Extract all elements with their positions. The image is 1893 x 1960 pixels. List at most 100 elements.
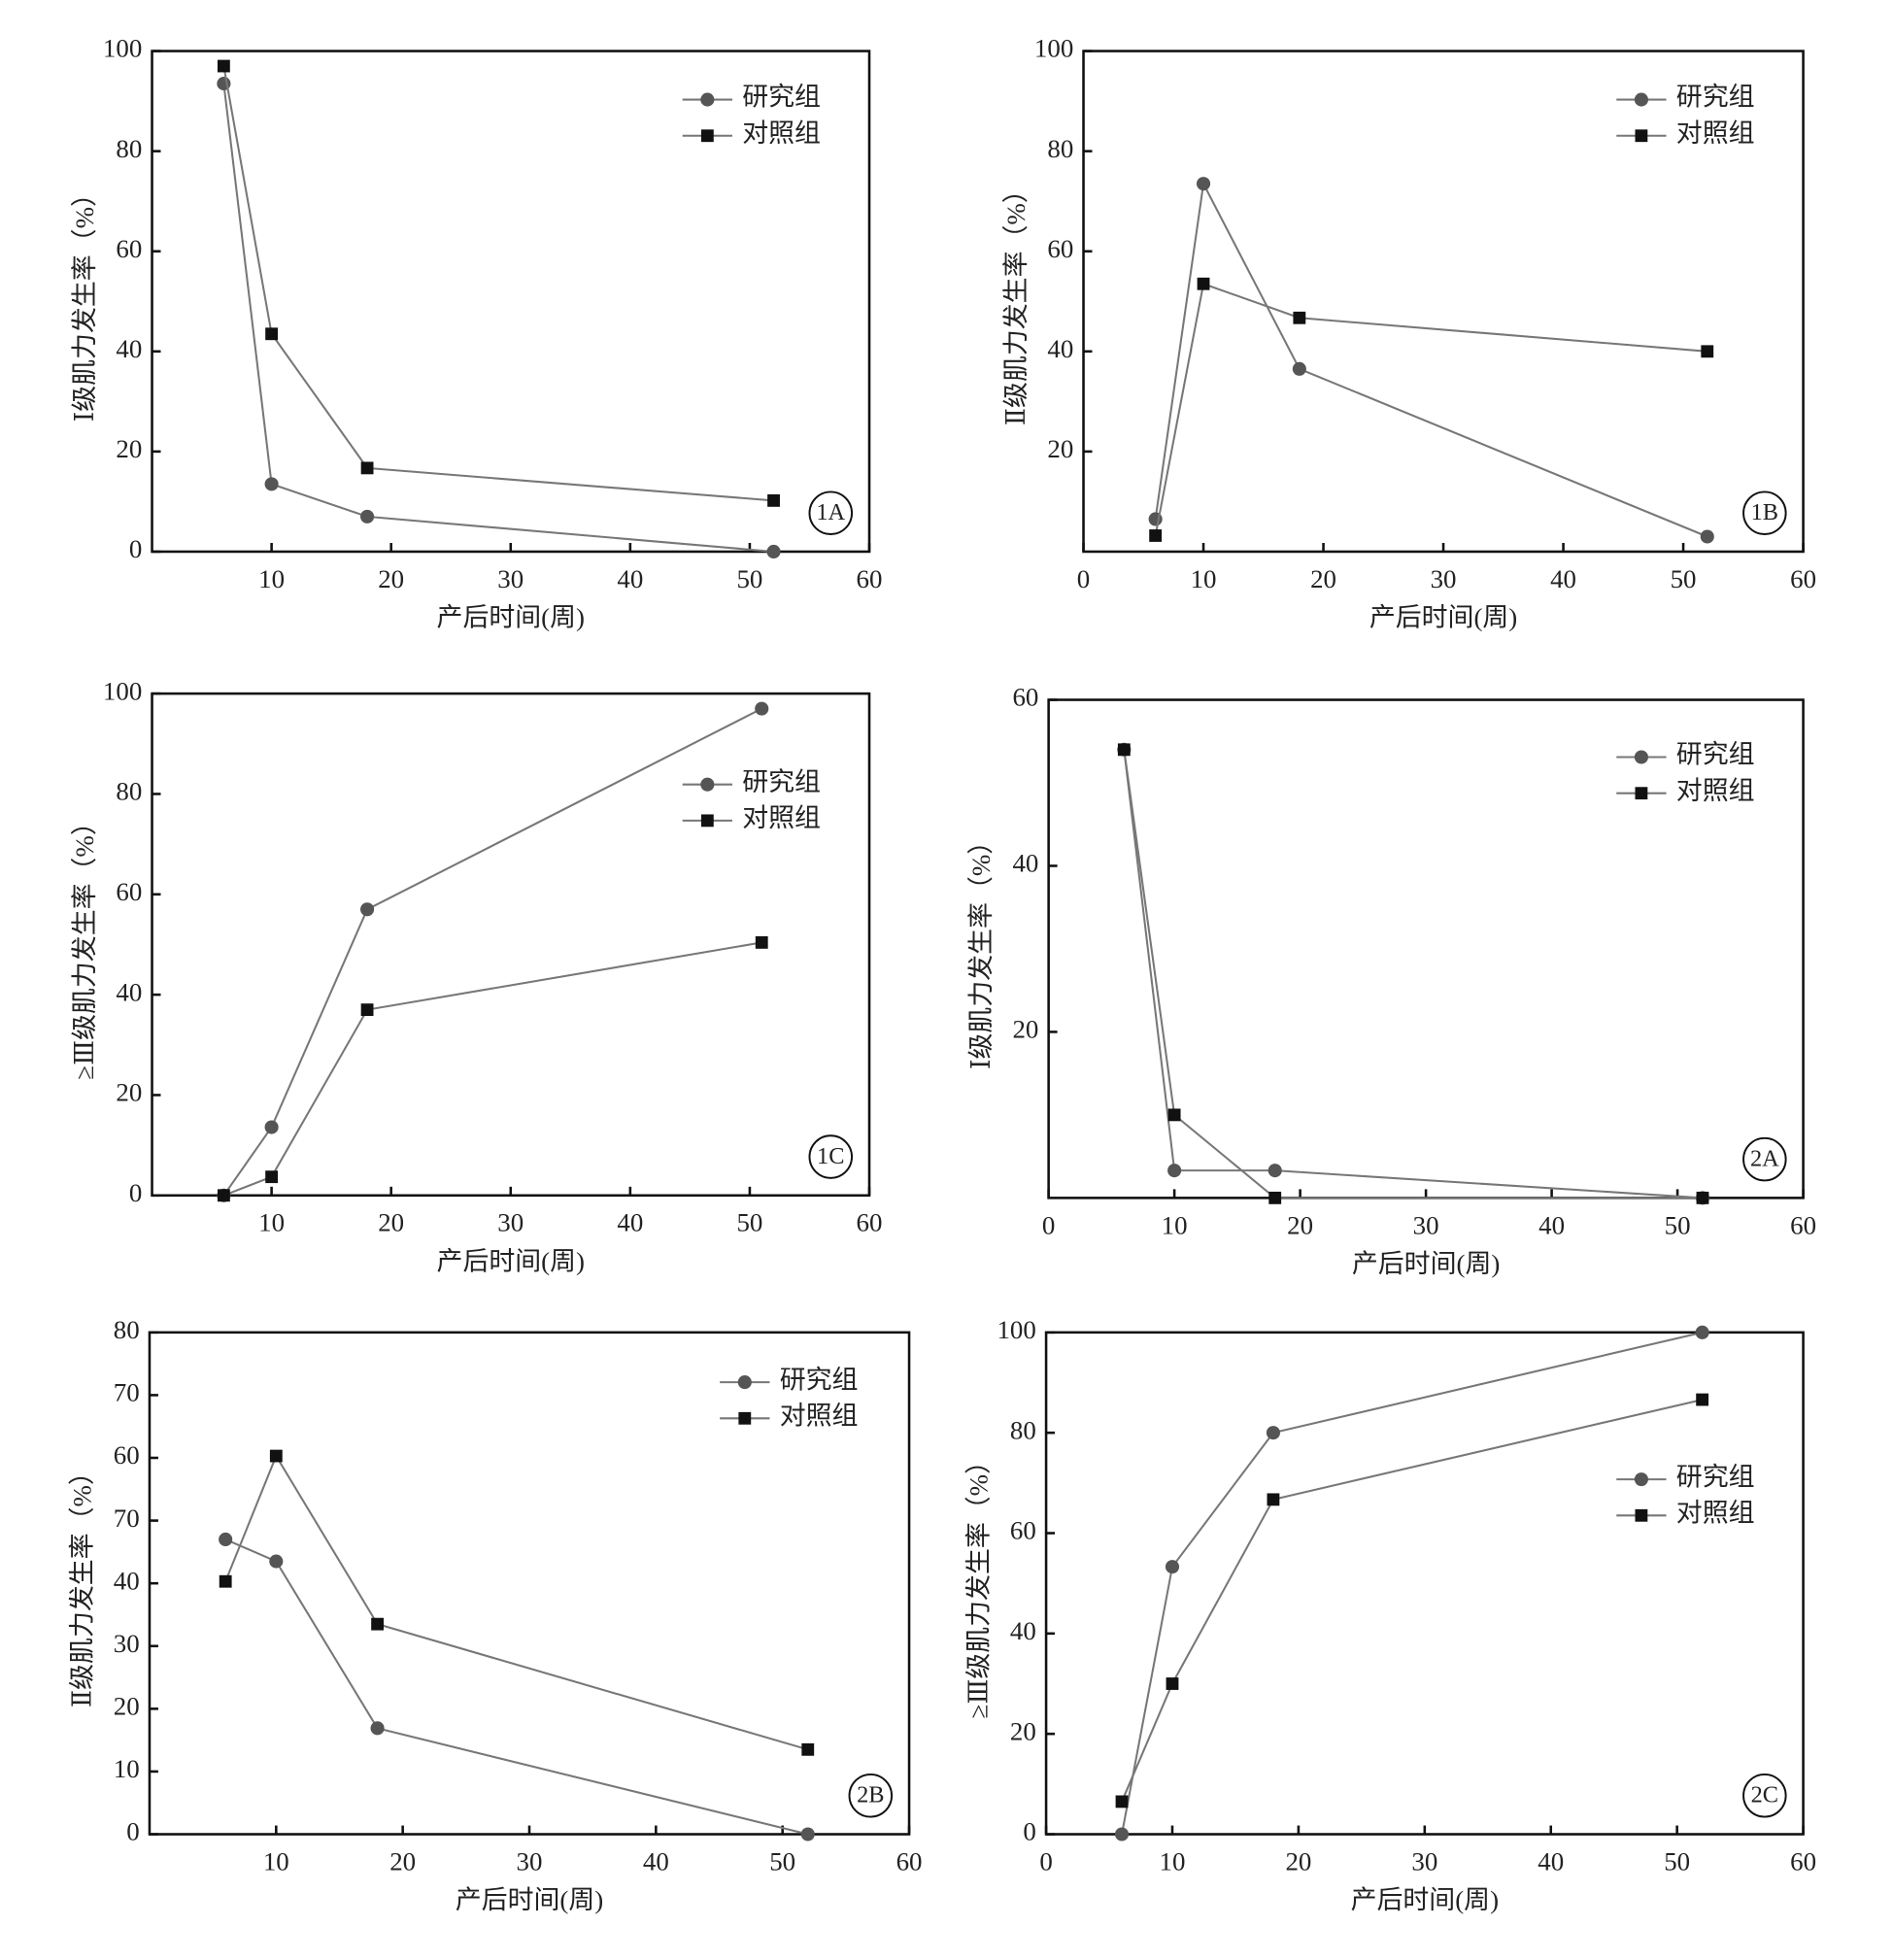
legend-label: 研究组: [1676, 83, 1755, 112]
x-tick-label: 40: [1538, 1210, 1565, 1239]
y-axis-label: Ⅱ级肌力发生率（%）: [67, 1459, 96, 1707]
x-tick-label: 10: [1160, 1846, 1186, 1876]
panel-label-circle: [1742, 490, 1787, 535]
point-circle: [219, 1532, 233, 1547]
x-tick-label: 50: [736, 1208, 762, 1237]
legend-label: 对照组: [780, 1401, 859, 1430]
x-tick-label: 30: [1411, 1846, 1437, 1876]
panel-label: 1C: [817, 1143, 844, 1169]
series-line: [222, 65, 774, 502]
x-tick-label: 20: [378, 564, 404, 593]
legend-marker: [738, 1411, 752, 1425]
point-circle: [1266, 1426, 1280, 1440]
panel-label-circle: [808, 490, 854, 535]
x-tick-label: 40: [617, 564, 643, 593]
point-square: [360, 1003, 374, 1017]
legend-label: 对照组: [1676, 118, 1755, 148]
x-tick-label: 10: [1162, 1210, 1188, 1239]
legend-marker: [700, 777, 715, 792]
y-tick-label: 20: [1012, 1015, 1038, 1044]
x-tick-label: 20: [378, 1208, 404, 1237]
x-tick-label: 30: [1413, 1210, 1439, 1239]
x-axis-label: 产后时间(周): [1352, 1249, 1500, 1278]
series-line: [1123, 749, 1703, 1200]
legend-label: 研究组: [742, 767, 821, 796]
point-square: [1701, 345, 1714, 358]
legend-marker: [1635, 787, 1648, 800]
y-tick-label: 100: [103, 676, 142, 705]
x-tick-label: 10: [258, 564, 285, 593]
x-axis-label: 产后时间(周): [437, 603, 585, 632]
y-tick-label: 60: [1010, 1516, 1036, 1545]
y-tick-label: 20: [114, 1692, 140, 1721]
x-axis-label: 产后时间(周): [1369, 603, 1517, 632]
y-tick-label: 70: [114, 1378, 140, 1407]
y-tick-label: 80: [1010, 1415, 1036, 1444]
y-tick-label: 100: [103, 34, 142, 63]
y-axis-label: Ⅱ级肌力发生率（%）: [1001, 177, 1031, 425]
y-tick-label: 0: [126, 1817, 139, 1846]
point-square: [269, 1449, 283, 1463]
y-tick-label: 20: [116, 1078, 142, 1107]
point-circle: [1292, 361, 1306, 376]
y-tick-label: 0: [129, 534, 142, 563]
plot-frame: [1047, 698, 1805, 1200]
point-square: [1115, 1795, 1129, 1808]
point-square: [1166, 1677, 1179, 1690]
point-circle: [1268, 1164, 1282, 1178]
point-circle: [800, 1827, 815, 1842]
point-square: [217, 59, 230, 73]
x-tick-label: 30: [497, 564, 524, 593]
legend-label: 对照组: [1676, 776, 1755, 805]
plot-frame: [1044, 1331, 1805, 1836]
legend-label: 研究组: [1676, 740, 1755, 769]
x-tick-label: 40: [1538, 1846, 1564, 1876]
series-line: [222, 707, 762, 1197]
series-line: [222, 83, 774, 553]
point-circle: [1700, 529, 1714, 544]
y-tick-label: 100: [997, 1315, 1035, 1344]
panel-label: 1B: [1751, 499, 1778, 525]
x-tick-label: 60: [857, 1208, 883, 1237]
point-circle: [755, 701, 769, 716]
x-tick-label: 10: [1191, 564, 1217, 593]
x-axis-label: 产后时间(周): [437, 1246, 585, 1275]
point-square: [217, 1189, 230, 1202]
x-tick-label: 10: [263, 1846, 289, 1876]
y-tick-label: 80: [116, 134, 142, 163]
panel-label: 1A: [816, 499, 845, 525]
y-tick-label: 40: [114, 1566, 140, 1595]
point-square: [1197, 277, 1210, 290]
point-square: [1167, 1108, 1181, 1122]
point-square: [755, 935, 768, 949]
series-line: [1154, 180, 1708, 538]
point-square: [1696, 1393, 1709, 1406]
x-tick-label: 60: [857, 564, 883, 593]
point-square: [219, 1574, 232, 1588]
panel-label-circle: [808, 1134, 854, 1179]
series-line: [223, 941, 762, 1197]
x-tick-label: 0: [1039, 1846, 1052, 1876]
y-tick-label: 0: [129, 1178, 142, 1207]
point-circle: [1114, 1827, 1130, 1842]
point-circle: [1196, 177, 1211, 191]
point-circle: [1695, 1325, 1709, 1339]
point-square: [1117, 743, 1131, 757]
y-tick-label: 40: [116, 334, 142, 363]
series-line: [224, 1453, 809, 1751]
y-tick-label: 40: [1047, 334, 1073, 363]
x-tick-label: 10: [258, 1208, 285, 1237]
legend-label: 对照组: [742, 118, 821, 148]
x-tick-label: 50: [736, 564, 762, 593]
point-square: [1696, 1191, 1709, 1204]
y-tick-label: 80: [1047, 134, 1073, 163]
legend-marker: [700, 92, 715, 107]
x-tick-label: 50: [769, 1846, 795, 1876]
legend-marker: [700, 814, 714, 828]
point-square: [265, 327, 279, 341]
legend-marker: [1635, 1508, 1648, 1522]
legend-marker: [737, 1375, 752, 1390]
series-line: [1121, 1399, 1703, 1803]
legend-label: 研究组: [742, 83, 821, 112]
